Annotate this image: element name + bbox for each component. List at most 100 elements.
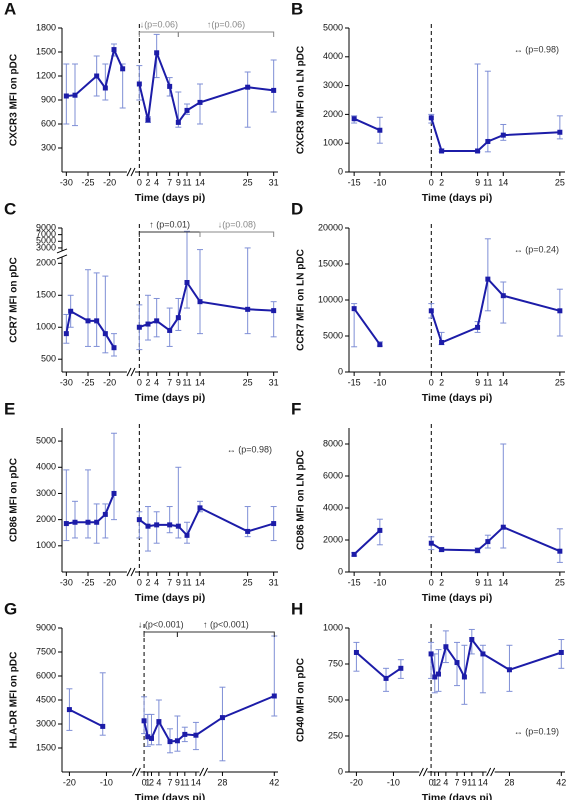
x-tick-label: 0 (429, 777, 434, 787)
data-point (111, 490, 117, 496)
axis-break (135, 767, 141, 777)
data-point (145, 523, 151, 529)
x-tick-label: 14 (498, 377, 508, 387)
data-point (175, 119, 181, 125)
x-tick-label: 25 (243, 177, 253, 187)
x-tick-label: -30 (60, 377, 73, 387)
x-tick-label: -15 (348, 577, 361, 587)
x-tick-label: 9 (475, 577, 480, 587)
x-tick-label: 11 (467, 777, 476, 787)
x-tick-label: 2 (439, 577, 444, 587)
y-tick-label: 1500 (36, 46, 56, 56)
significance-bracket (176, 631, 275, 637)
x-tick-label: 9 (176, 577, 181, 587)
x-tick-label: 1 (145, 777, 150, 787)
data-point (145, 734, 151, 740)
x-tick-label: 9 (462, 777, 467, 787)
data-point (475, 148, 481, 154)
y-axis-label: HLA-DR MFI on pDC (9, 652, 20, 749)
y-tick-label: 500 (328, 694, 343, 704)
significance-bracket (177, 31, 275, 37)
x-tick-label: 7 (167, 177, 172, 187)
axis-break (130, 367, 136, 377)
x-tick-label: 0 (137, 177, 142, 187)
y-tick-label: 1000 (323, 622, 343, 632)
x-tick-label: 2 (439, 177, 444, 187)
y-tick-label: 0 (338, 766, 343, 776)
y-axis-label: CD86 MFI on LN pDC (296, 450, 307, 550)
x-tick-label: -25 (81, 577, 94, 587)
data-point (141, 718, 147, 724)
x-tick-label: 28 (504, 777, 514, 787)
y-tick-label: 8000 (323, 438, 343, 448)
data-point (68, 308, 74, 314)
x-tick-label: 0 (142, 777, 147, 787)
x-tick-label: 0 (429, 177, 434, 187)
data-point (136, 517, 142, 523)
data-point (557, 548, 563, 554)
x-tick-label: 11 (483, 177, 492, 187)
x-tick-label: 2 (149, 777, 154, 787)
x-tick-label: 25 (243, 377, 253, 387)
x-tick-label: 25 (555, 577, 565, 587)
x-tick-label: 42 (556, 777, 566, 787)
data-point (271, 521, 277, 527)
panel-letter: F (291, 399, 301, 418)
y-tick-label: 500 (41, 354, 56, 364)
data-point (435, 671, 441, 677)
x-axis-label: Time (days pi) (422, 592, 492, 604)
y-tick-label: 1200 (36, 70, 56, 80)
data-point (154, 318, 160, 324)
data-point (377, 342, 383, 348)
data-point (377, 527, 383, 533)
data-point (558, 649, 564, 655)
y-tick-label: 3000 (36, 718, 56, 728)
axis-break (126, 367, 132, 377)
y-tick-label: 4000 (36, 462, 56, 472)
data-point (439, 339, 445, 345)
x-tick-label: 0 (137, 377, 142, 387)
y-axis-label: CD86 MFI on pDC (9, 458, 20, 542)
axis-break (130, 567, 136, 577)
x-tick-label: -20 (103, 377, 116, 387)
x-tick-label: 2 (145, 377, 150, 387)
data-point (485, 539, 491, 545)
x-tick-label: 9 (475, 177, 480, 187)
data-point (184, 107, 190, 113)
panel-letter: G (4, 599, 17, 618)
data-point (85, 318, 91, 324)
data-point (102, 85, 108, 91)
axis-break (131, 767, 137, 777)
data-point (145, 117, 151, 123)
y-tick-label: 1000 (323, 138, 343, 148)
significance-bracket (138, 231, 201, 237)
x-tick-label: 7 (167, 577, 172, 587)
x-tick-label: -10 (373, 177, 386, 187)
data-point (94, 519, 100, 525)
y-tick-label: 600 (41, 118, 56, 128)
x-tick-label: 28 (217, 777, 227, 787)
y-axis-label: CCR7 MFI on pDC (9, 257, 20, 343)
x-tick-label: 42 (269, 777, 279, 787)
y-tick-label: 9000 (36, 222, 56, 232)
x-axis-label: Time (days pi) (422, 192, 492, 204)
annotation: ↑(p=0.06) (207, 19, 245, 29)
y-tick-label: 1500 (36, 742, 56, 752)
data-point (428, 308, 434, 314)
x-tick-label: 7 (454, 777, 459, 787)
x-tick-label: -30 (60, 177, 73, 187)
x-tick-label: 11 (182, 577, 191, 587)
data-point (271, 693, 277, 699)
x-tick-label: 4 (156, 777, 161, 787)
data-point (174, 738, 180, 744)
axis-break (56, 254, 68, 260)
y-tick-label: 20000 (318, 222, 343, 232)
x-tick-label: 14 (195, 177, 205, 187)
y-tick-label: 10000 (318, 294, 343, 304)
x-tick-label: -10 (387, 777, 400, 787)
data-point (461, 674, 467, 680)
y-tick-label: 300 (41, 142, 56, 152)
data-point (454, 660, 460, 666)
data-point (167, 327, 173, 333)
data-point (443, 644, 449, 650)
